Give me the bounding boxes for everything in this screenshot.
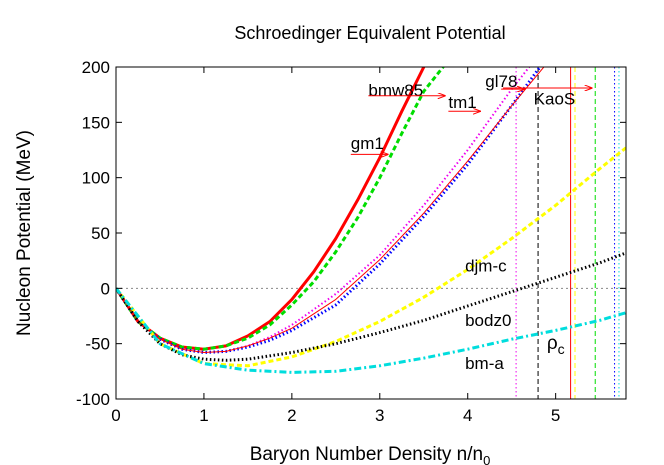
series-line-bmw85 [116,67,445,351]
series-layer [116,67,626,374]
label-bm-a: bm-a [465,354,504,373]
rho-subscript: c [558,341,565,357]
y-tick-label: 0 [101,279,110,298]
series-line-djm-c [116,146,626,368]
y-tick-label: 200 [82,58,110,77]
axis-ticks: 0 1 2 3 4 5 -100 -50 0 50 100 150 200 [76,58,626,425]
x-axis-label: Baryon Number Density n/n0 [250,444,491,465]
rho-c-label: ρc [547,333,565,357]
label-tm1: tm1 [448,93,476,112]
label-KaoS: KaoS [534,90,576,109]
x-tick-label: 0 [111,406,120,425]
series-line-gm1 [116,67,426,351]
label-bodz0: bodz0 [465,311,511,330]
x-tick-label: 3 [375,406,384,425]
series-line-bm-a [116,287,626,374]
x-tick-label: 2 [287,406,296,425]
chart-title: Schroedinger Equivalent Potential [234,23,505,43]
y-tick-label: 50 [91,224,110,243]
y-tick-label: 150 [82,113,110,132]
y-tick-label: 100 [82,169,110,188]
series-line-KaoS [116,67,545,353]
y-tick-label: -100 [76,390,110,409]
label-gl78: gl78 [485,72,517,91]
label-bmw85: bmw85 [368,81,423,100]
series-line-tm1 [116,67,542,354]
y-tick-label: -50 [85,335,110,354]
x-axis-label-main: Baryon Number Density n/n [250,444,483,465]
annotation-layer: gm1 bmw85 tm1 gl78 KaoS djm-c bodz0 bm-a [350,72,593,373]
series-line-bodz0 [116,251,626,362]
label-djm-c: djm-c [465,257,507,276]
x-tick-label: 5 [551,406,560,425]
label-gm1: gm1 [351,134,384,153]
density-markers [515,67,620,399]
x-tick-label: 4 [463,406,472,425]
y-axis-label: Nucleon Potential (MeV) [14,130,35,336]
rho-symbol: ρ [547,333,558,354]
x-tick-label: 1 [199,406,208,425]
x-axis-label-sub: 0 [483,453,490,465]
